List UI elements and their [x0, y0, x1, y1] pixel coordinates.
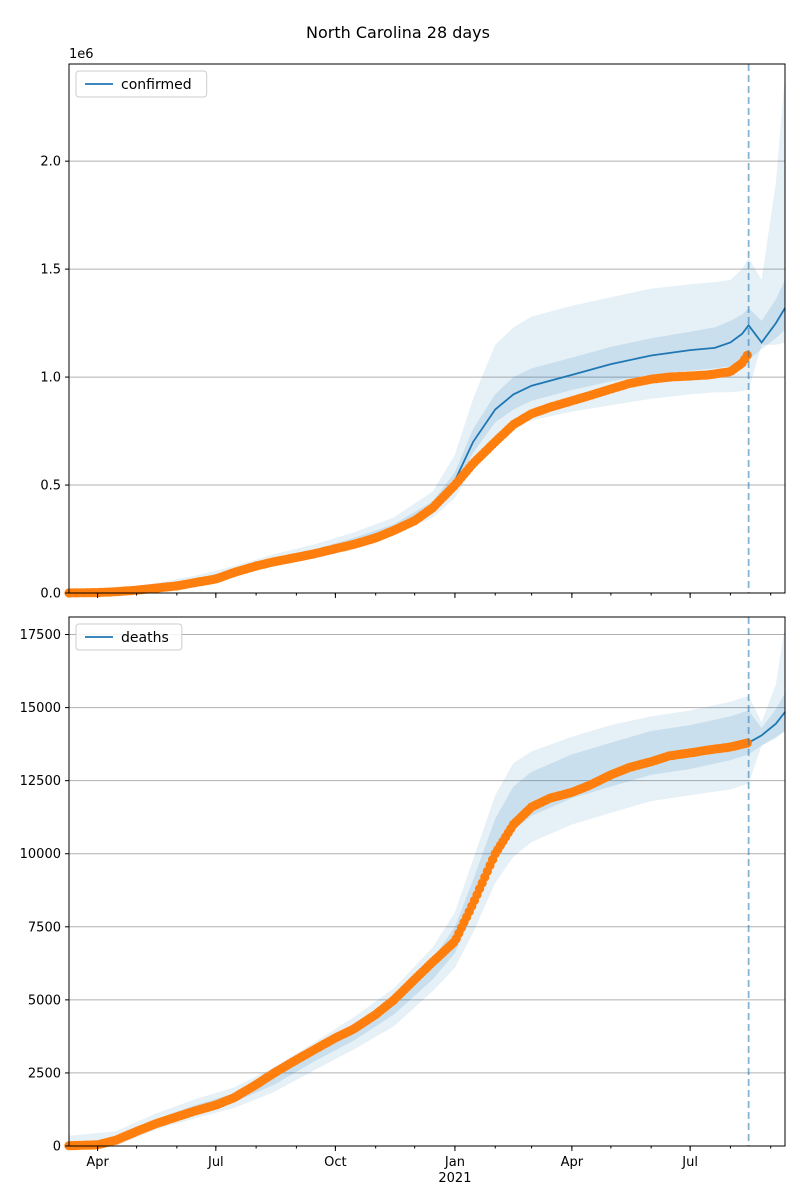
outer-uncertainty-band [69, 74, 785, 594]
y-tick-label: 2.0 [40, 155, 61, 170]
y-tick-label: 0 [53, 1140, 61, 1155]
axes-frame [68, 63, 786, 594]
inner-uncertainty-band [69, 693, 785, 1146]
inner-uncertainty-band [69, 279, 785, 593]
y-tick-label: 0.5 [40, 479, 61, 494]
y-tick-label: 17500 [20, 628, 61, 643]
y-tick-label: 1.5 [40, 263, 61, 278]
y-tick-label: 12500 [20, 774, 61, 789]
y-tick-label: 1.0 [40, 371, 61, 386]
confirmed-panel: 0.0 0.5 1.0 1.5 2.0 1e6 confirmed [40, 47, 786, 602]
legend-label: confirmed [121, 77, 192, 93]
axes-frame [68, 616, 786, 1147]
x-tick-label: Oct [324, 1155, 346, 1170]
chart-title: North Carolina 28 days [306, 23, 490, 42]
y-offset-label: 1e6 [69, 47, 94, 62]
x-tick-label: Apr [561, 1155, 584, 1170]
x-tick-label: Apr [86, 1155, 109, 1170]
y-tick-label: 7500 [28, 920, 61, 935]
y-tick-label: 0.0 [40, 587, 61, 602]
legend-label: deaths [121, 630, 169, 646]
y-tick-label: 10000 [20, 847, 61, 862]
x-tick-label: Jul [207, 1155, 224, 1170]
y-tick-label: 2500 [28, 1066, 61, 1081]
x-tick-label: Jul [681, 1155, 698, 1170]
y-tick-label: 5000 [28, 993, 61, 1008]
x-tick-label: Jan [444, 1155, 465, 1170]
outer-uncertainty-band [69, 625, 785, 1146]
observed-point [742, 738, 752, 748]
legend-box [75, 623, 183, 651]
legend-box [75, 70, 208, 98]
observed-point [742, 350, 752, 360]
model-line [748, 711, 786, 744]
y-tick-label: 15000 [20, 701, 61, 716]
x-year-label: 2021 [438, 1171, 471, 1186]
deaths-panel: 0 2500 5000 7500 10000 12500 15000 17500 Apr Jul O… [20, 616, 786, 1186]
